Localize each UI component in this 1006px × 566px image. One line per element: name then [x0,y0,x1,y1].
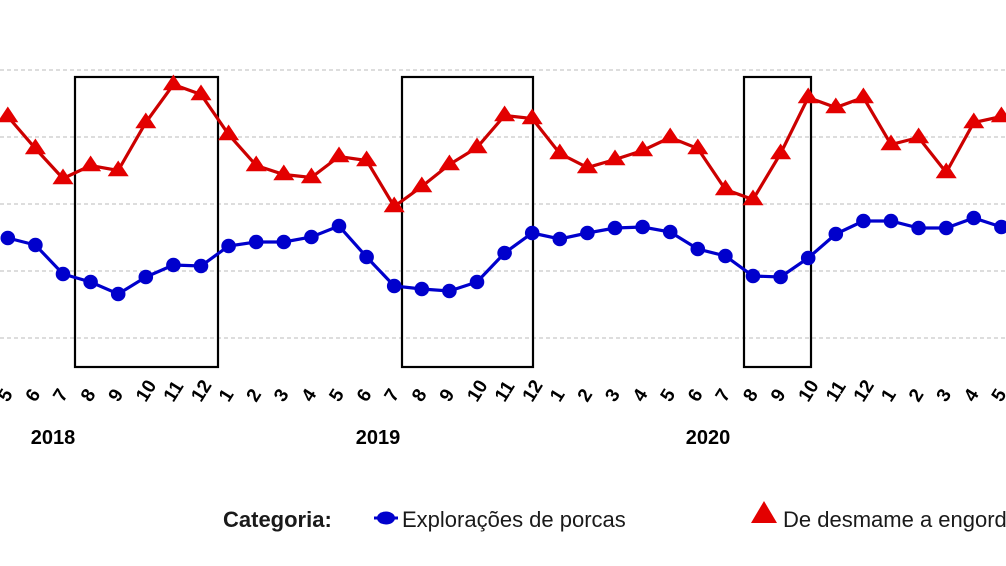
svg-text:2020: 2020 [686,427,731,449]
svg-text:9: 9 [767,386,790,406]
svg-text:1: 1 [215,385,239,405]
svg-text:10: 10 [795,377,824,406]
svg-text:8: 8 [408,386,431,406]
svg-text:De desmame a engorda: De desmame a engorda [783,507,1006,532]
svg-text:Categoria:: Categoria: [223,507,332,532]
svg-text:9: 9 [105,386,128,406]
svg-text:12: 12 [850,377,879,406]
svg-text:7: 7 [49,386,72,406]
svg-text:2019: 2019 [356,427,401,449]
svg-text:Explorações de porcas: Explorações de porcas [402,507,626,532]
svg-text:3: 3 [933,386,956,406]
svg-text:6: 6 [684,386,707,406]
svg-text:3: 3 [270,386,293,406]
svg-text:8: 8 [739,386,762,406]
svg-text:3: 3 [601,386,624,406]
svg-text:2: 2 [905,386,928,406]
svg-text:5: 5 [325,385,349,405]
svg-text:1: 1 [877,385,901,405]
svg-text:5: 5 [988,385,1006,405]
svg-text:10: 10 [132,377,161,406]
svg-text:7: 7 [381,386,404,406]
svg-text:12: 12 [519,377,548,406]
svg-text:6: 6 [353,386,376,406]
svg-text:6: 6 [22,386,45,406]
svg-text:2: 2 [243,386,266,406]
svg-text:12: 12 [187,377,216,406]
svg-text:2018: 2018 [31,427,76,449]
svg-text:1: 1 [546,385,570,405]
svg-text:11: 11 [822,377,851,406]
svg-text:5: 5 [657,385,681,405]
svg-text:7: 7 [712,386,735,406]
svg-text:4: 4 [960,385,984,405]
svg-text:4: 4 [298,385,322,405]
svg-text:5: 5 [0,385,18,405]
svg-text:4: 4 [629,385,653,405]
svg-text:11: 11 [160,377,189,406]
svg-text:8: 8 [77,386,100,406]
svg-text:11: 11 [491,377,520,406]
svg-text:10: 10 [463,377,492,406]
svg-text:2: 2 [574,386,597,406]
svg-text:9: 9 [436,386,459,406]
